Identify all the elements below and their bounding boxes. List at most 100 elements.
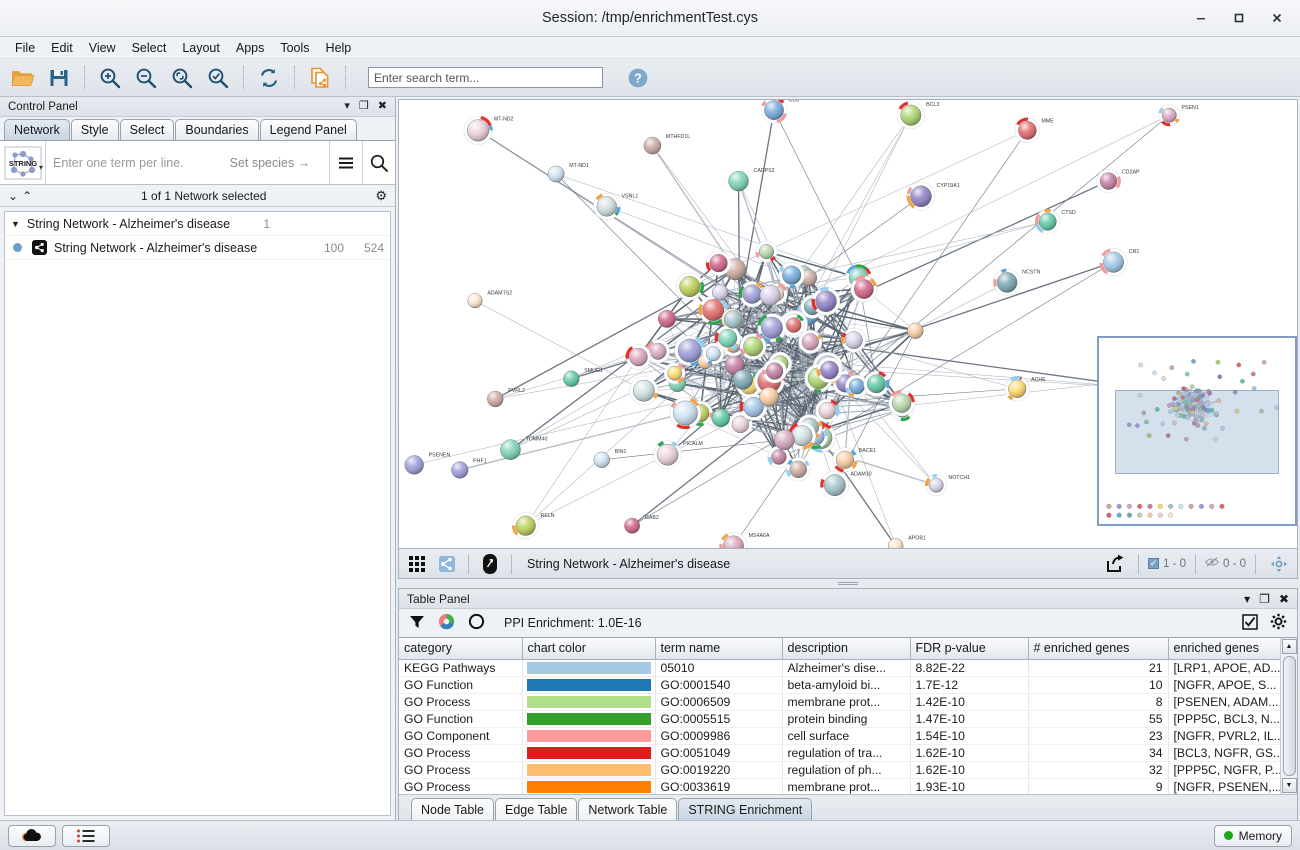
network-node[interactable] (500, 439, 521, 460)
birds-eye-view[interactable] (1097, 336, 1297, 526)
menu-file[interactable]: File (15, 40, 36, 55)
scroll-thumb[interactable] (1282, 656, 1296, 776)
network-node[interactable] (404, 455, 424, 475)
tab-edge-table[interactable]: Edge Table (495, 798, 578, 820)
export-network-icon[interactable] (303, 62, 337, 94)
network-node[interactable] (563, 370, 580, 387)
refresh-icon[interactable] (252, 62, 286, 94)
tab-select[interactable]: Select (119, 119, 175, 140)
network-node[interactable] (1035, 209, 1061, 234)
network-node[interactable] (723, 310, 743, 329)
network-node[interactable] (993, 268, 1021, 297)
network-node[interactable] (1004, 376, 1030, 402)
search-icon[interactable] (362, 141, 395, 184)
network-node[interactable] (832, 447, 858, 473)
network-node[interactable] (719, 532, 748, 549)
network-graph[interactable]: MT-ND2 MT-ND1 VSNL1 ADAMTS2 PVRL2 TOMM40 SMUG1… (399, 100, 1297, 549)
close-button[interactable] (1258, 3, 1296, 33)
network-node[interactable] (663, 362, 686, 385)
pan-tool-icon[interactable] (1265, 552, 1293, 576)
gear-icon[interactable] (1270, 613, 1287, 633)
expand-all-icon[interactable]: ⌃ (22, 188, 33, 203)
zoom-fit-icon[interactable] (165, 62, 199, 94)
menu-view[interactable]: View (88, 40, 116, 55)
network-node[interactable] (732, 369, 753, 390)
scroll-down-arrow[interactable]: ▼ (1281, 778, 1297, 793)
control-panel-close-icon[interactable]: ✖ (377, 100, 387, 112)
network-node[interactable] (738, 281, 766, 308)
network-node[interactable] (759, 387, 779, 407)
network-node[interactable] (593, 192, 621, 220)
column-enriched-count[interactable]: # enriched genes (1028, 638, 1169, 660)
network-node[interactable] (755, 240, 778, 263)
network-node[interactable] (845, 374, 869, 398)
network-node[interactable] (711, 408, 730, 428)
string-term-input[interactable]: Enter one term per line. Set species → (46, 141, 329, 184)
network-node[interactable] (816, 357, 843, 383)
table-panel-float-icon[interactable]: ❐ (1259, 591, 1270, 606)
network-node[interactable] (728, 170, 749, 192)
network-node[interactable] (759, 284, 781, 306)
tab-legend-panel[interactable]: Legend Panel (259, 119, 357, 140)
network-node[interactable] (669, 397, 702, 430)
menu-tools[interactable]: Tools (280, 40, 310, 55)
table-row[interactable]: GO Process GO:0019220 regulation of ph... 1… (399, 761, 1280, 779)
table-row[interactable]: GO Process GO:0051049 regulation of tra...… (399, 744, 1280, 762)
control-panel-dropdown-icon[interactable]: ▾ (344, 100, 350, 112)
network-node[interactable] (625, 344, 652, 370)
network-node[interactable] (778, 262, 805, 289)
minimize-button[interactable] (1182, 3, 1220, 33)
network-edit-icon[interactable] (476, 552, 504, 576)
export-image-icon[interactable] (1101, 552, 1129, 576)
network-node[interactable] (896, 101, 925, 130)
network-node[interactable] (739, 393, 768, 421)
network-node[interactable] (850, 275, 878, 303)
network-node[interactable] (451, 461, 469, 479)
enrichment-table-wrapper[interactable]: category chart color term name descripti… (399, 637, 1297, 794)
network-node[interactable] (714, 325, 741, 352)
tab-network[interactable]: Network (4, 119, 70, 140)
zoom-out-icon[interactable] (129, 62, 163, 94)
circle-chart-icon[interactable] (468, 613, 485, 633)
tab-boundaries[interactable]: Boundaries (175, 119, 259, 140)
network-node[interactable] (762, 358, 787, 384)
zoom-selected-icon[interactable] (201, 62, 235, 94)
control-panel-float-icon[interactable]: ❐ (358, 100, 369, 112)
network-share-icon[interactable] (433, 552, 461, 576)
network-canvas[interactable]: MT-ND2 MT-ND1 VSNL1 ADAMTS2 PVRL2 TOMM40 SMUG1… (398, 99, 1298, 549)
network-node[interactable] (1158, 104, 1181, 127)
network-node[interactable] (907, 322, 924, 339)
network-node[interactable] (925, 474, 948, 497)
grid-view-icon[interactable] (403, 552, 431, 576)
tab-style[interactable]: Style (70, 119, 119, 140)
network-node[interactable] (624, 517, 640, 534)
network-node[interactable] (760, 100, 788, 124)
network-node[interactable] (811, 286, 841, 316)
network-node[interactable] (711, 284, 729, 301)
network-node[interactable] (906, 182, 936, 211)
filter-icon[interactable] (409, 614, 425, 633)
network-node[interactable] (739, 333, 767, 360)
tree-child-row[interactable]: String Network - Alzheimer's disease 100… (5, 236, 390, 260)
table-row[interactable]: GO Process GO:0033619 membrane prot... 1.93… (399, 778, 1280, 794)
string-dropdown-icon[interactable]: ▾ (38, 163, 43, 172)
network-node[interactable] (657, 309, 676, 328)
hamburger-icon[interactable] (329, 141, 362, 184)
network-node[interactable] (511, 512, 540, 540)
gear-icon[interactable]: ⚙ (375, 187, 387, 203)
column-fdr-pvalue[interactable]: FDR p-value (910, 638, 1029, 660)
column-term-name[interactable]: term name (655, 638, 783, 660)
chart-color-icon[interactable] (438, 613, 455, 633)
column-description[interactable]: description (782, 638, 911, 660)
network-node[interactable] (887, 538, 904, 549)
memory-status[interactable]: Memory (1213, 824, 1292, 847)
network-node[interactable] (888, 389, 915, 417)
network-node[interactable] (774, 429, 795, 451)
open-folder-icon[interactable] (6, 62, 40, 94)
network-node[interactable] (705, 250, 732, 276)
table-vertical-scrollbar[interactable]: ▲ ▼ (1280, 638, 1297, 794)
select-all-checkbox-icon[interactable] (1242, 613, 1258, 633)
menu-edit[interactable]: Edit (51, 40, 73, 55)
help-icon[interactable]: ? (621, 62, 655, 94)
network-node[interactable] (643, 136, 662, 155)
